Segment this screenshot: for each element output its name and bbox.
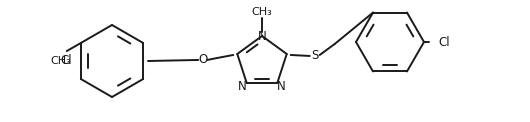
Text: Cl: Cl xyxy=(60,55,72,67)
Text: S: S xyxy=(311,49,319,62)
Text: N: N xyxy=(277,80,286,92)
Text: CH₃: CH₃ xyxy=(252,7,272,17)
Text: N: N xyxy=(258,30,267,42)
Text: O: O xyxy=(199,53,208,66)
Text: N: N xyxy=(238,80,247,92)
Text: CH₃: CH₃ xyxy=(50,56,71,66)
Text: Cl: Cl xyxy=(438,36,449,49)
